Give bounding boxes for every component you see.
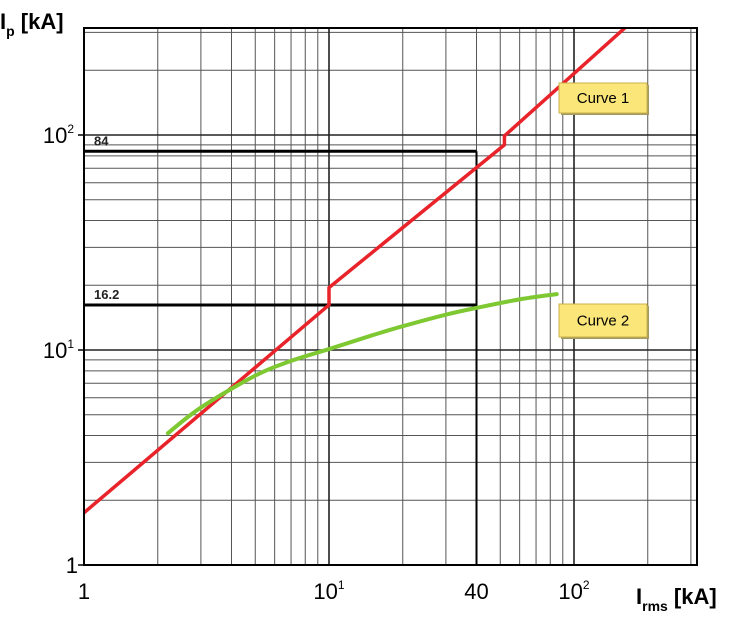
y-tick-label: 1 — [66, 553, 78, 578]
y-axis-title: Ip [kA] — [0, 9, 64, 39]
reference-lines: 84 16.2 — [84, 133, 478, 565]
reference-line-label: 16.2 — [94, 287, 119, 302]
series-label-text: Curve 2 — [577, 313, 630, 330]
series-line-2 — [165, 292, 559, 436]
x-tick-label: 1 — [78, 579, 90, 604]
tick-labels: 1 101 40 102 1 101 102 — [43, 122, 590, 604]
x-tick-label: 40 — [464, 579, 488, 604]
x-tick-label: 101 — [313, 578, 344, 604]
series-labels: Curve 1 Curve 2 — [558, 82, 649, 339]
y-tick-label: 102 — [43, 122, 74, 148]
series-layer — [84, 28, 628, 515]
series-label-box — [558, 303, 648, 338]
y-tick-label: 101 — [43, 337, 74, 363]
series-line-1 — [84, 28, 628, 515]
x-axis-title: Irms [kA] — [636, 584, 717, 614]
series-label-text: Curve 1 — [577, 90, 630, 107]
x-tick-label: 102 — [558, 578, 589, 604]
series-label-box — [558, 82, 648, 114]
reference-line-label: 84 — [94, 133, 109, 148]
plot-frame — [83, 27, 698, 566]
